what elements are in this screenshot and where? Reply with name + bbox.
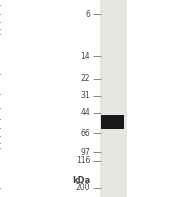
- Text: 200: 200: [76, 183, 90, 192]
- Text: 6: 6: [85, 10, 90, 19]
- Text: 22: 22: [81, 74, 90, 83]
- Text: 44: 44: [81, 109, 90, 117]
- Text: kDa: kDa: [72, 176, 90, 185]
- Text: 14: 14: [81, 52, 90, 61]
- Bar: [100, 0, 127, 197]
- Text: 66: 66: [81, 129, 90, 138]
- Text: 97: 97: [81, 148, 90, 157]
- Text: 116: 116: [76, 156, 90, 165]
- Bar: [101, 115, 124, 129]
- Text: 31: 31: [81, 91, 90, 100]
